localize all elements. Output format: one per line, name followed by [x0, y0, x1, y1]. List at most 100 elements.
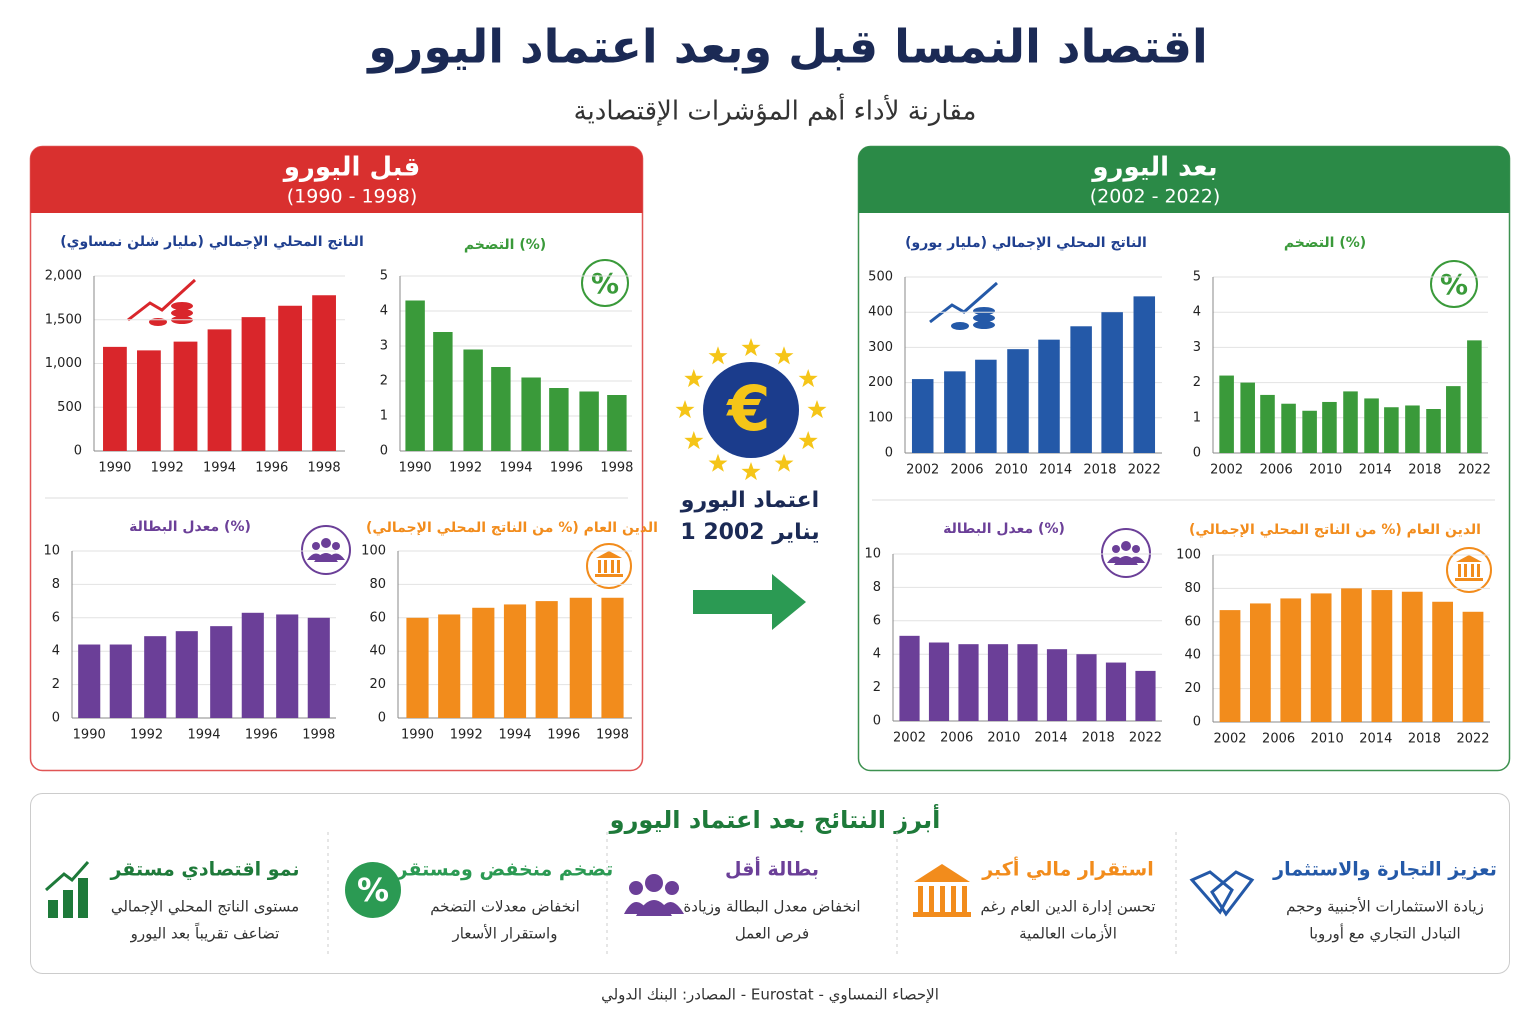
- y-tick-label: 0: [1193, 715, 1201, 730]
- results-box: [30, 793, 1510, 974]
- bar: [535, 601, 558, 718]
- arrow: [693, 574, 806, 630]
- bar: [438, 614, 461, 718]
- result-text: واستقرار الأسعار: [452, 924, 558, 943]
- bar: [579, 391, 599, 451]
- y-tick-label: 2: [380, 374, 388, 389]
- percent-icon: % %: [581, 259, 1478, 308]
- bar: [103, 346, 127, 451]
- growth-icon: [45, 861, 90, 918]
- y-tick-label: 100: [868, 410, 893, 425]
- bar: [278, 305, 302, 451]
- x-tick-label: 1994: [498, 728, 531, 743]
- y-tick-label: 400: [868, 305, 893, 320]
- y-tick-label: 60: [369, 610, 386, 625]
- star: [684, 431, 704, 450]
- percent-symbol: %: [1440, 268, 1468, 301]
- y-tick-label: 100: [1176, 548, 1201, 563]
- euro-symbol: €: [725, 372, 770, 445]
- y-tick-label: 2: [52, 677, 60, 692]
- star: [708, 453, 728, 472]
- center-label: اعتماد اليورو: [680, 488, 819, 513]
- bar: [144, 636, 167, 718]
- bar: [307, 617, 330, 718]
- y-tick-label: 10: [43, 544, 60, 559]
- bar: [958, 644, 979, 721]
- x-tick-label: 2018: [1408, 463, 1441, 478]
- x-tick-label: 2002: [1213, 732, 1246, 747]
- bar: [569, 597, 592, 718]
- x-tick-label: 1992: [130, 728, 163, 743]
- y-tick-label: 1,500: [45, 312, 82, 327]
- result-text: الأزمات العالمية: [1019, 924, 1117, 943]
- bar: [549, 388, 569, 451]
- x-tick-label: 2018: [1408, 732, 1441, 747]
- panel-period: (2002 - 2022): [1090, 186, 1220, 208]
- x-tick-label: 2018: [1083, 463, 1116, 478]
- chart-title: معدل البطالة (%): [943, 521, 1065, 537]
- x-tick-label: 2002: [893, 731, 926, 746]
- star: [807, 400, 827, 419]
- star: [708, 346, 728, 365]
- x-tick-label: 1990: [98, 461, 131, 476]
- star: [774, 453, 794, 472]
- bar: [1260, 394, 1275, 453]
- y-tick-label: 0: [74, 444, 82, 459]
- people-icon: [624, 874, 684, 916]
- bar: [1070, 326, 1092, 453]
- bar: [1322, 401, 1337, 453]
- y-tick-label: 3: [1193, 340, 1201, 355]
- panel-header: [858, 146, 1510, 213]
- x-tick-label: 2022: [1128, 463, 1161, 478]
- bar: [1371, 590, 1393, 722]
- x-tick-label: 1990: [401, 728, 434, 743]
- percent-symbol: %: [591, 267, 619, 300]
- bar: [975, 359, 997, 453]
- x-tick-label: 1998: [596, 728, 629, 743]
- bar: [1135, 670, 1156, 721]
- bar: [944, 371, 966, 453]
- star: [774, 346, 794, 365]
- result-text: انخفاض معدل البطالة وزيادة: [683, 898, 860, 916]
- x-tick-label: 1994: [203, 461, 236, 476]
- page-title: اقتصاد النمسا قبل وبعد اعتماد اليورو: [366, 20, 1207, 74]
- x-tick-label: 2014: [1359, 463, 1392, 478]
- bar: [1467, 340, 1482, 453]
- bar: [503, 604, 527, 718]
- x-tick-label: 2014: [1035, 731, 1068, 746]
- bar: [607, 395, 627, 451]
- bar: [1343, 391, 1358, 453]
- result-text: انخفاض معدلات التضخم: [430, 898, 580, 916]
- y-tick-label: 0: [378, 711, 386, 726]
- bar: [109, 644, 132, 718]
- chart-title: الناتج المحلي الإجمالي (مليار يورو): [905, 235, 1147, 251]
- panel-header: [30, 146, 643, 213]
- bar: [406, 617, 429, 718]
- x-tick-label: 1992: [450, 728, 483, 743]
- euro-emblem: €: [703, 362, 799, 458]
- x-tick-label: 2002: [1210, 463, 1243, 478]
- result-text: التبادل التجاري مع أوروبا: [1309, 924, 1460, 944]
- y-tick-label: 1: [380, 409, 388, 424]
- result-text: زيادة الاستثمارات الأجنبية وحجم: [1286, 897, 1484, 916]
- y-tick-label: 200: [868, 375, 893, 390]
- bar: [1405, 405, 1420, 453]
- star: [684, 369, 704, 388]
- star: [798, 369, 818, 388]
- bar: [175, 631, 198, 718]
- bar: [241, 612, 264, 718]
- x-tick-label: 2006: [950, 463, 983, 478]
- y-tick-label: 4: [380, 304, 388, 319]
- y-tick-label: 20: [1184, 681, 1201, 696]
- bar: [1446, 386, 1461, 453]
- chart-title: معدل البطالة (%): [129, 519, 251, 535]
- x-tick-label: 1992: [449, 461, 482, 476]
- result-title: نمو اقتصادي مستقر: [109, 859, 299, 882]
- x-tick-label: 1998: [308, 461, 341, 476]
- x-tick-label: 2022: [1456, 732, 1489, 747]
- x-tick-label: 2022: [1129, 731, 1162, 746]
- chart-title: التضخم (%): [1284, 235, 1366, 251]
- x-tick-label: 1990: [399, 461, 432, 476]
- result-text: فرص العمل: [735, 925, 809, 943]
